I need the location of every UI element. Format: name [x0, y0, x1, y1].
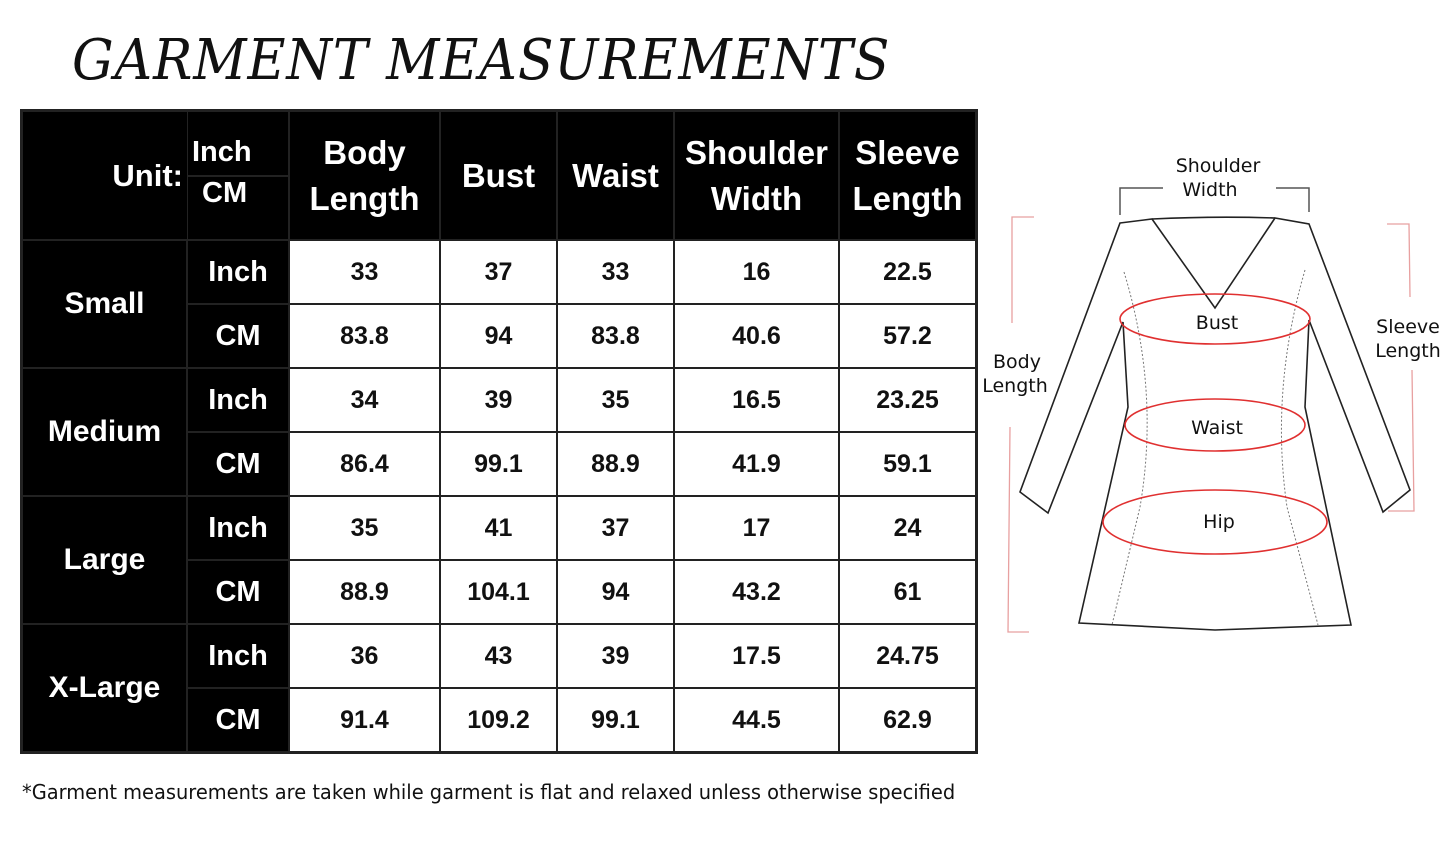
sleeve-label: Sleeve: [1376, 316, 1440, 338]
value-cell: 35: [290, 497, 439, 559]
shoulder-bracket: [1119, 187, 1310, 215]
value-cell: 88.9: [558, 433, 673, 495]
value-cell: 83.8: [290, 305, 439, 367]
value-cell: 37: [441, 241, 556, 303]
bust-label: Bust: [1196, 312, 1238, 334]
body-length-label: Length: [982, 375, 1048, 397]
unit-label: Unit:: [23, 112, 187, 239]
garment-diagram: Shoulder Width Bust Waist Hip Body Lengt…: [982, 155, 1441, 633]
value-cell: 36: [290, 625, 439, 687]
value-cell: 88.9: [290, 561, 439, 623]
column-header: Shoulder Width: [675, 112, 838, 239]
value-cell: 33: [290, 241, 439, 303]
value-cell: 83.8: [558, 305, 673, 367]
hip-ellipse: [1102, 489, 1328, 555]
value-cell: 57.2: [840, 305, 975, 367]
value-cell: 44.5: [675, 689, 838, 751]
unit-cm-label: CM: [188, 177, 288, 239]
value-cell: 61: [840, 561, 975, 623]
size-label: Small: [23, 241, 186, 367]
width-label: Width: [1182, 179, 1237, 201]
value-cell: 109.2: [441, 689, 556, 751]
value-cell: 39: [558, 625, 673, 687]
value-cell: 91.4: [290, 689, 439, 751]
value-cell: 59.1: [840, 433, 975, 495]
unit-inch-label: Inch: [188, 112, 288, 175]
body-label: Body: [993, 351, 1041, 373]
value-cell: 99.1: [558, 689, 673, 751]
row-unit-inch: Inch: [188, 241, 288, 303]
size-label: X-Large: [23, 625, 186, 751]
value-cell: 23.25: [840, 369, 975, 431]
row-unit-cm: CM: [188, 689, 288, 751]
value-cell: 41: [441, 497, 556, 559]
bust-ellipse: [1119, 293, 1311, 345]
length-brackets: [1007, 216, 1415, 633]
row-unit-cm: CM: [188, 433, 288, 495]
value-cell: 17: [675, 497, 838, 559]
shoulder-label: Shoulder: [1176, 155, 1261, 177]
value-cell: 34: [290, 369, 439, 431]
size-label: Large: [23, 497, 186, 623]
size-label: Medium: [23, 369, 186, 495]
value-cell: 16: [675, 241, 838, 303]
column-header: Sleeve Length: [840, 112, 975, 239]
column-header: Waist: [558, 112, 673, 239]
row-unit-inch: Inch: [188, 625, 288, 687]
column-header: Bust: [441, 112, 556, 239]
value-cell: 62.9: [840, 689, 975, 751]
size-chart-table: Unit: Inch CM Body Length Bust Waist Shoulder …: [20, 109, 978, 754]
value-cell: 16.5: [675, 369, 838, 431]
row-unit-inch: Inch: [188, 497, 288, 559]
value-cell: 33: [558, 241, 673, 303]
value-cell: 43.2: [675, 561, 838, 623]
value-cell: 35: [558, 369, 673, 431]
value-cell: 94: [558, 561, 673, 623]
row-unit-cm: CM: [188, 305, 288, 367]
value-cell: 37: [558, 497, 673, 559]
value-cell: 24: [840, 497, 975, 559]
value-cell: 40.6: [675, 305, 838, 367]
hip-label: Hip: [1203, 511, 1235, 533]
value-cell: 104.1: [441, 561, 556, 623]
dress-outline: [1019, 216, 1411, 631]
value-cell: 39: [441, 369, 556, 431]
value-cell: 41.9: [675, 433, 838, 495]
footnote: *Garment measurements are taken while ga…: [22, 780, 956, 804]
sleeve-length-label: Length: [1375, 340, 1441, 362]
page-title: GARMENT MEASUREMENTS: [72, 28, 891, 93]
value-cell: 24.75: [840, 625, 975, 687]
princess-seams: [1111, 269, 1319, 626]
value-cell: 94: [441, 305, 556, 367]
value-cell: 22.5: [840, 241, 975, 303]
waist-ellipse: [1124, 398, 1306, 452]
row-unit-inch: Inch: [188, 369, 288, 431]
row-unit-cm: CM: [188, 561, 288, 623]
value-cell: 43: [441, 625, 556, 687]
value-cell: 86.4: [290, 433, 439, 495]
column-header: Body Length: [290, 112, 439, 239]
waist-label: Waist: [1191, 417, 1243, 439]
value-cell: 99.1: [441, 433, 556, 495]
value-cell: 17.5: [675, 625, 838, 687]
